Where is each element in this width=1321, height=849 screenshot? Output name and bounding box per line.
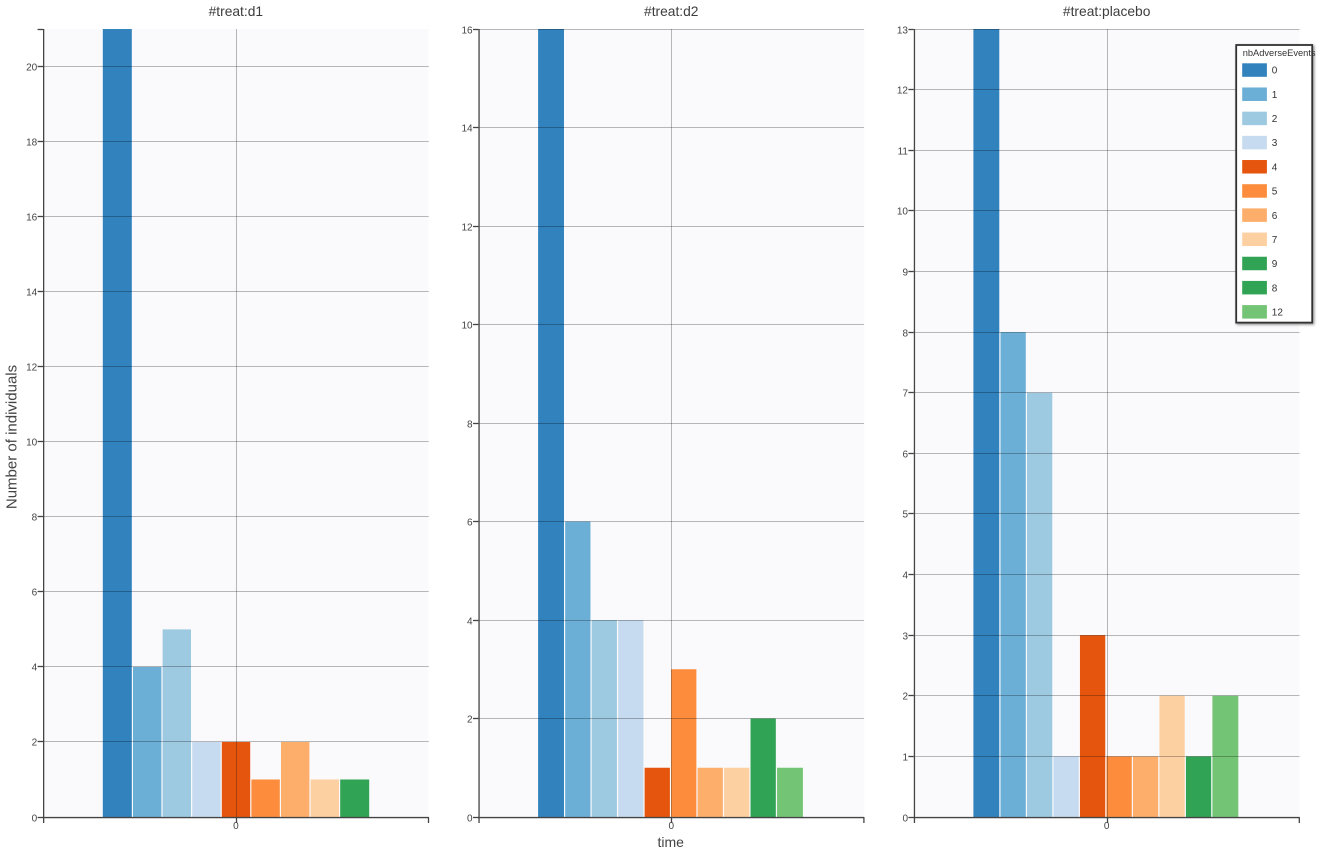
svg-text:#treat:d1: #treat:d1 <box>209 4 263 19</box>
svg-text:3: 3 <box>1272 138 1278 149</box>
svg-text:10: 10 <box>461 320 473 331</box>
svg-text:8: 8 <box>467 419 473 430</box>
svg-text:4: 4 <box>32 662 38 673</box>
svg-text:5: 5 <box>1272 187 1278 198</box>
svg-text:0: 0 <box>233 821 239 832</box>
svg-text:8: 8 <box>1272 283 1278 294</box>
svg-text:12: 12 <box>26 362 38 373</box>
svg-text:7: 7 <box>1272 235 1278 246</box>
svg-text:10: 10 <box>897 206 909 217</box>
svg-text:11: 11 <box>898 146 909 157</box>
svg-text:12: 12 <box>897 85 909 96</box>
svg-text:#treat:d2: #treat:d2 <box>644 4 698 19</box>
svg-text:18: 18 <box>26 137 38 148</box>
svg-text:0: 0 <box>1104 821 1110 832</box>
svg-text:6: 6 <box>902 449 908 460</box>
svg-text:2: 2 <box>902 691 908 702</box>
svg-text:6: 6 <box>32 587 38 598</box>
svg-text:16: 16 <box>461 25 473 36</box>
svg-text:1: 1 <box>1272 90 1278 101</box>
svg-text:0: 0 <box>1272 66 1278 77</box>
svg-text:2: 2 <box>467 714 473 725</box>
svg-text:0: 0 <box>32 813 38 824</box>
svg-text:14: 14 <box>461 123 473 134</box>
svg-text:0: 0 <box>668 821 674 832</box>
svg-text:nbAdverseEvents: nbAdverseEvents <box>1243 48 1316 58</box>
svg-text:2: 2 <box>1272 114 1278 125</box>
svg-text:20: 20 <box>26 62 38 73</box>
svg-text:9: 9 <box>1272 259 1278 270</box>
svg-text:9: 9 <box>902 267 908 278</box>
svg-text:2: 2 <box>32 737 38 748</box>
svg-text:4: 4 <box>1272 162 1278 173</box>
svg-text:1: 1 <box>902 752 908 763</box>
svg-text:4: 4 <box>467 616 473 627</box>
svg-text:6: 6 <box>1272 211 1278 222</box>
svg-text:12: 12 <box>461 222 473 233</box>
svg-text:13: 13 <box>897 25 909 36</box>
svg-text:12: 12 <box>1272 308 1284 319</box>
svg-text:3: 3 <box>902 631 908 642</box>
svg-text:time: time <box>657 834 684 849</box>
svg-text:0: 0 <box>467 813 473 824</box>
svg-text:6: 6 <box>467 517 473 528</box>
svg-text:14: 14 <box>26 287 38 298</box>
svg-text:4: 4 <box>902 570 908 581</box>
svg-text:7: 7 <box>902 388 908 399</box>
svg-text:10: 10 <box>26 437 38 448</box>
svg-text:5: 5 <box>902 509 908 520</box>
svg-text:8: 8 <box>32 512 38 523</box>
svg-text:#treat:placebo: #treat:placebo <box>1063 4 1151 19</box>
svg-text:Number of individuals: Number of individuals <box>4 365 21 509</box>
svg-text:0: 0 <box>902 813 908 824</box>
svg-text:8: 8 <box>902 328 908 339</box>
svg-text:16: 16 <box>26 212 38 223</box>
